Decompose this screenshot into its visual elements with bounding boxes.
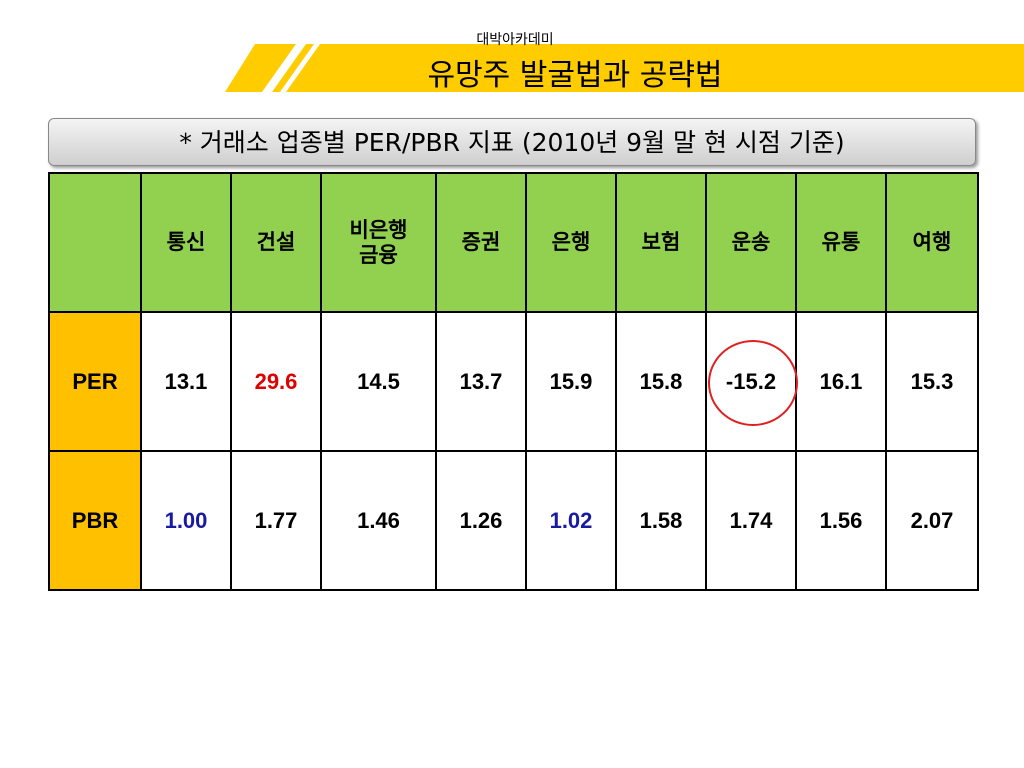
table-cell: 13.1 — [140, 311, 232, 452]
subtitle: * 거래소 업종별 PER/PBR 지표 (2010년 9월 말 현 시점 기준… — [48, 118, 976, 166]
column-header: 운송 — [705, 172, 797, 313]
table-cell: 15.3 — [885, 311, 979, 452]
column-header: 유통 — [795, 172, 887, 313]
table-cell: 15.8 — [615, 311, 707, 452]
table-cell: 2.07 — [885, 450, 979, 591]
table-cell: 1.26 — [435, 450, 527, 591]
table-cell: 16.1 — [795, 311, 887, 452]
column-header: 은행 — [525, 172, 617, 313]
table-cell: 1.46 — [320, 450, 437, 591]
table-cell: 1.74 — [705, 450, 797, 591]
column-header: 증권 — [435, 172, 527, 313]
table-cell: 1.56 — [795, 450, 887, 591]
table-cell: 15.9 — [525, 311, 617, 452]
data-table: 통신 건설 비은행 금융 증권 은행 보험 운송 유통 여행 PER 13.1 29… — [48, 172, 979, 591]
table-cell: 13.7 — [435, 311, 527, 452]
table-cell: 1.00 — [140, 450, 232, 591]
row-header: PER — [48, 311, 142, 452]
title-banner — [225, 44, 1024, 92]
table-cell: 1.02 — [525, 450, 617, 591]
table-cell: 29.6 — [230, 311, 322, 452]
row-header: PBR — [48, 450, 142, 591]
table-row: PER 13.1 29.6 14.5 13.7 15.9 15.8 -15.2 16.1 15.3 — [48, 311, 979, 452]
brand: 대박아카데미 — [476, 32, 554, 48]
corner-cell — [48, 172, 142, 313]
table-row: PBR 1.00 1.77 1.46 1.26 1.02 1.58 1.74 1.56 2.07 — [48, 450, 979, 591]
column-header: 보험 — [615, 172, 707, 313]
header-row: 통신 건설 비은행 금융 증권 은행 보험 운송 유통 여행 — [48, 172, 979, 313]
column-header: 여행 — [885, 172, 979, 313]
column-header: 비은행 금융 — [320, 172, 437, 313]
table-cell: 14.5 — [320, 311, 437, 452]
table-cell: 1.77 — [230, 450, 322, 591]
highlight-circle — [708, 340, 798, 426]
table-cell: 1.58 — [615, 450, 707, 591]
column-header: 통신 — [140, 172, 232, 313]
title: 유망주 발굴법과 공략법 — [427, 58, 723, 93]
column-header: 건설 — [230, 172, 322, 313]
